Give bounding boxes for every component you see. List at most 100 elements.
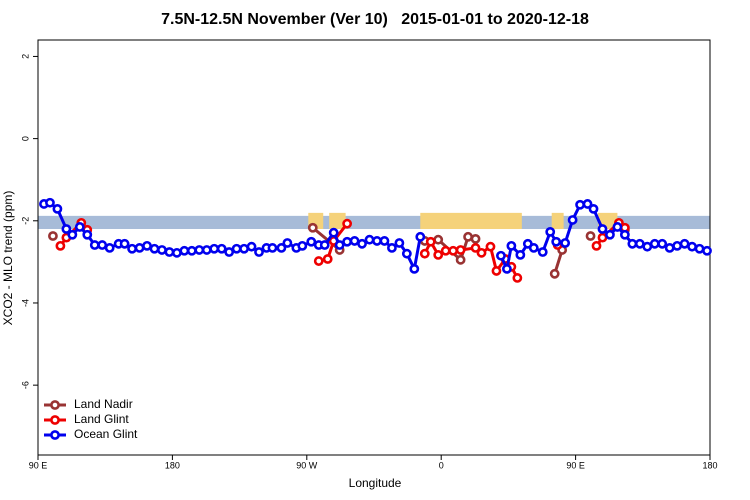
data-point (194, 245, 205, 255)
data-point (254, 247, 264, 257)
data-point (48, 231, 58, 241)
data-point (679, 238, 690, 249)
data-point (171, 247, 182, 258)
data-point (357, 238, 367, 249)
x-tick-label: 180 (165, 460, 180, 470)
data-point (634, 238, 645, 249)
data-point (74, 222, 85, 232)
data-point (216, 243, 227, 254)
data-point (560, 238, 571, 248)
data-point (209, 243, 220, 254)
data-point (55, 240, 66, 251)
legend-swatch-marker (50, 400, 60, 410)
data-point (307, 222, 318, 233)
y-tick-label: -4 (20, 299, 30, 307)
data-point (306, 236, 317, 247)
legend-label: Land Glint (74, 412, 129, 426)
data-point (149, 243, 160, 254)
data-point (440, 245, 451, 256)
data-point (491, 266, 502, 276)
data-point (612, 222, 623, 232)
data-point (127, 243, 137, 254)
x-tick-label: 180 (702, 460, 717, 470)
data-point (282, 238, 293, 248)
land-range (329, 212, 346, 230)
data-point (485, 241, 496, 252)
data-point (89, 240, 100, 250)
data-point (97, 240, 108, 250)
data-point (588, 203, 599, 214)
data-point (687, 241, 697, 252)
y-tick-label: -6 (20, 381, 30, 389)
data-point (515, 249, 526, 260)
data-point (512, 273, 523, 283)
data-point (415, 231, 426, 242)
data-point (506, 240, 517, 251)
legend-label: Land Nadir (74, 397, 133, 411)
x-tick-label: 90 E (29, 460, 48, 470)
data-point (45, 197, 55, 208)
data-point (575, 199, 585, 210)
data-point (61, 224, 72, 234)
data-point (267, 243, 278, 253)
land-range (420, 212, 522, 230)
data-point (549, 268, 560, 279)
data-point (551, 236, 562, 247)
y-tick-label: -2 (20, 217, 30, 225)
data-point (342, 218, 353, 229)
y-tick-label: 2 (20, 54, 30, 59)
y-axis-label: XCO2 - MLO trend (ppm) (1, 191, 15, 326)
data-point (157, 245, 167, 255)
data-point (349, 236, 360, 246)
data-point (134, 243, 145, 253)
data-point (224, 247, 235, 257)
data-point (164, 247, 175, 257)
data-point (463, 231, 473, 242)
data-point (67, 229, 78, 240)
data-point (649, 238, 660, 249)
x-tick-label: 90 W (296, 460, 318, 470)
data-point (104, 243, 115, 253)
x-axis-label: Longitude (349, 476, 402, 490)
y-tick-label: 0 (20, 136, 30, 141)
data-point (597, 224, 608, 234)
data-point (319, 240, 330, 250)
data-point (186, 245, 197, 256)
data-point (387, 243, 397, 253)
chart-title: 7.5N-12.5N November (Ver 10) 2015-01-01 … (161, 11, 589, 28)
data-point (627, 238, 638, 249)
reference-band (38, 215, 710, 230)
data-point (328, 227, 339, 238)
data-point (419, 248, 430, 259)
x-tick-label: 90 E (566, 460, 585, 470)
data-point (334, 240, 345, 250)
data-point (455, 245, 466, 255)
data-point (394, 238, 405, 248)
data-point (470, 233, 481, 244)
data-point (52, 203, 63, 214)
data-point (433, 249, 444, 260)
data-point (119, 238, 130, 249)
data-point (364, 234, 375, 245)
data-point (664, 243, 675, 253)
data-point (322, 254, 333, 264)
data-point (239, 243, 249, 254)
data-point (409, 263, 420, 274)
data-point (201, 245, 212, 255)
data-point (470, 243, 481, 253)
data-point (313, 256, 324, 266)
data-point (82, 229, 93, 240)
data-point (425, 236, 436, 247)
data-point (585, 231, 596, 241)
data-point (619, 229, 630, 240)
data-point (379, 236, 390, 246)
data-point (642, 241, 653, 252)
data-point (672, 240, 683, 251)
data-point (496, 250, 506, 261)
data-point (545, 226, 556, 237)
data-point (605, 229, 615, 240)
data-point (582, 199, 593, 209)
data-point (702, 245, 712, 256)
data-point (142, 240, 152, 251)
